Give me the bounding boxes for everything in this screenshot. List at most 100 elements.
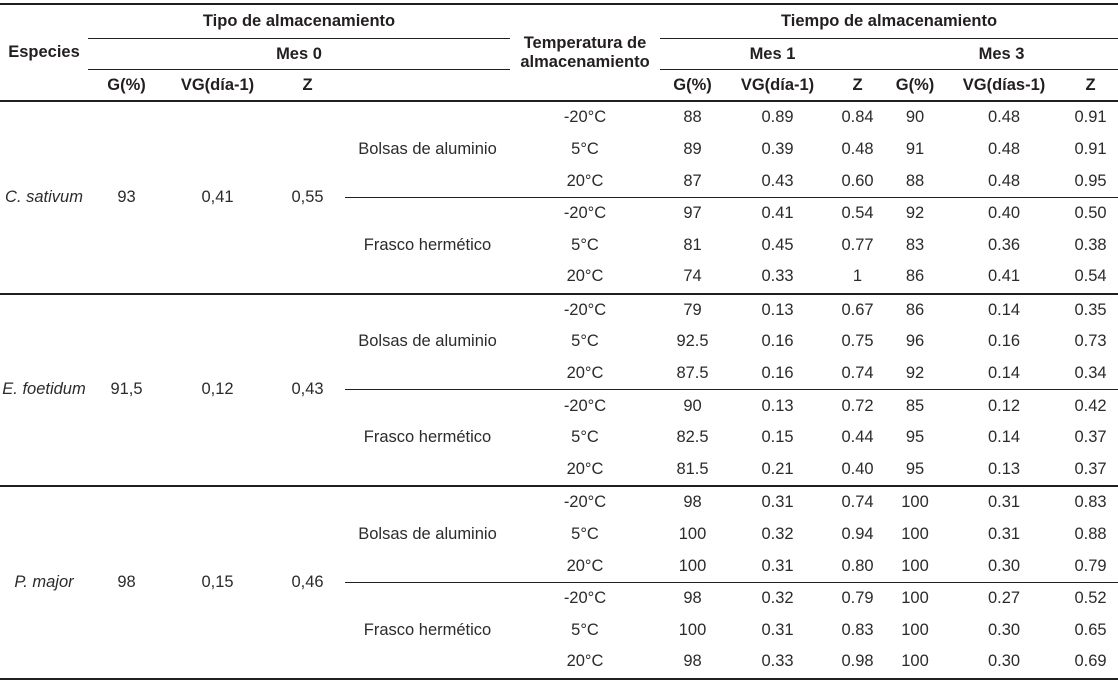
value-cell: 87.5: [660, 357, 725, 391]
table-row: 20°C 98 0.33 0.98 100 0.30 0.69: [0, 646, 1118, 679]
header-mes3-vg: VG(días-1): [962, 75, 1046, 94]
value-cell: 0.14: [987, 300, 1021, 319]
value-cell: 0.84: [841, 108, 874, 127]
table-row: 5°C 92.5 0.16 0.75 96 0.16 0.73: [0, 326, 1118, 358]
mes0-g-cell: 91,5: [110, 380, 143, 399]
container-type-cell: Bolsas de aluminio: [345, 486, 510, 583]
value-cell: 0.41: [761, 204, 794, 223]
table-row: C. sativum 93 0,41 0,55 Bolsas de alumin…: [0, 101, 1118, 206]
value-cell: 100: [660, 550, 725, 583]
temperature-cell: 5°C: [571, 620, 599, 639]
table-header: Especies Tipo de almacenamiento Temperat…: [0, 4, 1118, 101]
value-cell: 74: [683, 267, 702, 286]
value-cell: 0.69: [1074, 652, 1107, 671]
value-cell: 0.30: [987, 620, 1021, 639]
value-cell: 0.67: [841, 300, 874, 319]
value-cell: 0.54: [1074, 267, 1107, 286]
value-cell: 0.13: [987, 459, 1021, 478]
header-mes3-z: Z: [1085, 75, 1096, 94]
value-cell: 100: [678, 620, 707, 639]
value-cell: 0.31: [987, 525, 1021, 544]
temperature-cell: 5°C: [571, 139, 599, 158]
value-cell: 0.14: [945, 357, 1063, 391]
value-cell: 0.44: [841, 428, 874, 447]
table-row: P. major 98 0,15 0,46 Bolsas de aluminio…: [0, 486, 1118, 591]
value-cell: 0.95: [1063, 165, 1118, 198]
value-cell: 86: [905, 267, 925, 286]
temperature-cell: -20°C: [563, 300, 607, 319]
temperature-cell: 5°C: [571, 235, 599, 254]
value-cell: 0.52: [1074, 589, 1107, 608]
value-cell: 81.5: [676, 459, 709, 478]
value-cell: 0.30: [987, 652, 1021, 671]
temperature-cell: -20°C: [563, 396, 607, 415]
value-cell: 100: [901, 525, 929, 544]
table-row: Frasco hermético -20°C 90 0.13 0.72 85 0…: [0, 389, 1118, 487]
value-cell: 0.79: [1063, 550, 1118, 583]
value-cell: 97: [683, 204, 702, 223]
value-cell: 1: [852, 267, 863, 286]
container-type-cell: Frasco hermético: [345, 582, 510, 680]
container-type-cell: Frasco hermético: [345, 389, 510, 487]
value-cell: 0.54: [841, 204, 874, 223]
value-cell: 0.83: [841, 620, 874, 639]
header-mes-0: Mes 0: [88, 38, 510, 70]
value-cell: 92.5: [676, 332, 709, 351]
value-cell: 0.15: [761, 428, 794, 447]
header-mes1-vg: VG(día-1): [740, 75, 815, 94]
value-cell: 0.79: [841, 589, 874, 608]
header-row-groups: Especies Tipo de almacenamiento Temperat…: [0, 4, 1118, 71]
value-cell: 0.21: [761, 459, 794, 478]
seed-storage-table: Especies Tipo de almacenamiento Temperat…: [0, 3, 1118, 680]
value-cell: 90: [683, 396, 702, 415]
value-cell: 0.94: [841, 525, 874, 544]
value-cell: 0.48: [987, 139, 1021, 158]
value-cell: 0.12: [987, 396, 1021, 415]
value-cell: 0.60: [830, 165, 885, 198]
value-cell: 0.77: [841, 235, 874, 254]
temperature-cell: 20°C: [510, 165, 660, 198]
table-row: 5°C 100 0.31 0.83 100 0.30 0.65: [0, 615, 1118, 647]
species-block-e-foetidum: E. foetidum 91,5 0,12 0,43 Bolsas de alu…: [0, 293, 1118, 487]
value-cell: 0.42: [1074, 396, 1107, 415]
value-cell: 0.50: [1074, 204, 1107, 223]
value-cell: 95: [905, 428, 925, 447]
value-cell: 0.38: [1074, 235, 1107, 254]
value-cell: 0.41: [987, 267, 1021, 286]
value-cell: 0.32: [761, 525, 794, 544]
value-cell: 0.36: [987, 235, 1021, 254]
header-mes0-g: G(%): [107, 75, 146, 94]
value-cell: 0.98: [841, 652, 874, 671]
value-cell: 0.75: [841, 332, 874, 351]
temperature-cell: -20°C: [563, 493, 607, 512]
species-block-c-sativum: C. sativum 93 0,41 0,55 Bolsas de alumin…: [0, 101, 1118, 295]
value-cell: 0.37: [1074, 459, 1107, 478]
species-cell: E. foetidum: [2, 380, 86, 399]
value-cell: 100: [885, 550, 945, 583]
header-tiempo-de-almacenamiento: Tiempo de almacenamiento: [660, 4, 1118, 39]
value-cell: 0.13: [761, 396, 794, 415]
header-row-columns: G(%) VG(día-1) Z G(%) VG(día-1) Z G(%) V…: [0, 70, 1118, 102]
value-cell: 89: [683, 139, 702, 158]
value-cell: 91: [905, 139, 925, 158]
species-cell: C. sativum: [5, 187, 83, 206]
table-row: 5°C 81 0.45 0.77 83 0.36 0.38: [0, 229, 1118, 261]
mes0-vg-cell: 0,15: [201, 572, 234, 591]
value-cell: 92: [905, 204, 925, 223]
value-cell: 100: [901, 589, 929, 608]
container-type-cell: Frasco hermético: [345, 197, 510, 295]
mes0-z-cell: 0,43: [291, 380, 324, 399]
value-cell: 100: [901, 620, 929, 639]
value-cell: 0.72: [841, 396, 874, 415]
value-cell: 0.31: [761, 620, 794, 639]
value-cell: 0.73: [1074, 332, 1107, 351]
value-cell: 0.16: [761, 332, 794, 351]
value-cell: 0.13: [761, 300, 794, 319]
value-cell: 0.74: [830, 357, 885, 391]
mes0-vg-cell: 0,41: [201, 187, 234, 206]
header-mes-1: Mes 1: [660, 38, 885, 70]
value-cell: 88: [683, 108, 702, 127]
value-cell: 81: [683, 235, 702, 254]
value-cell: 0.39: [761, 139, 794, 158]
temperature-cell: -20°C: [563, 204, 607, 223]
